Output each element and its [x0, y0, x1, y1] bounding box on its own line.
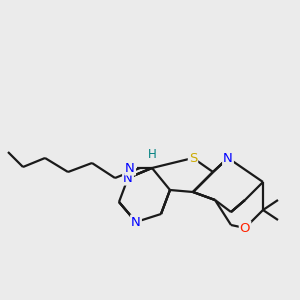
- Text: O: O: [240, 221, 250, 235]
- Text: H: H: [148, 148, 156, 161]
- Text: N: N: [125, 161, 135, 175]
- Text: S: S: [189, 152, 197, 164]
- Text: N: N: [223, 152, 233, 164]
- Text: N: N: [123, 172, 133, 184]
- Text: N: N: [131, 215, 141, 229]
